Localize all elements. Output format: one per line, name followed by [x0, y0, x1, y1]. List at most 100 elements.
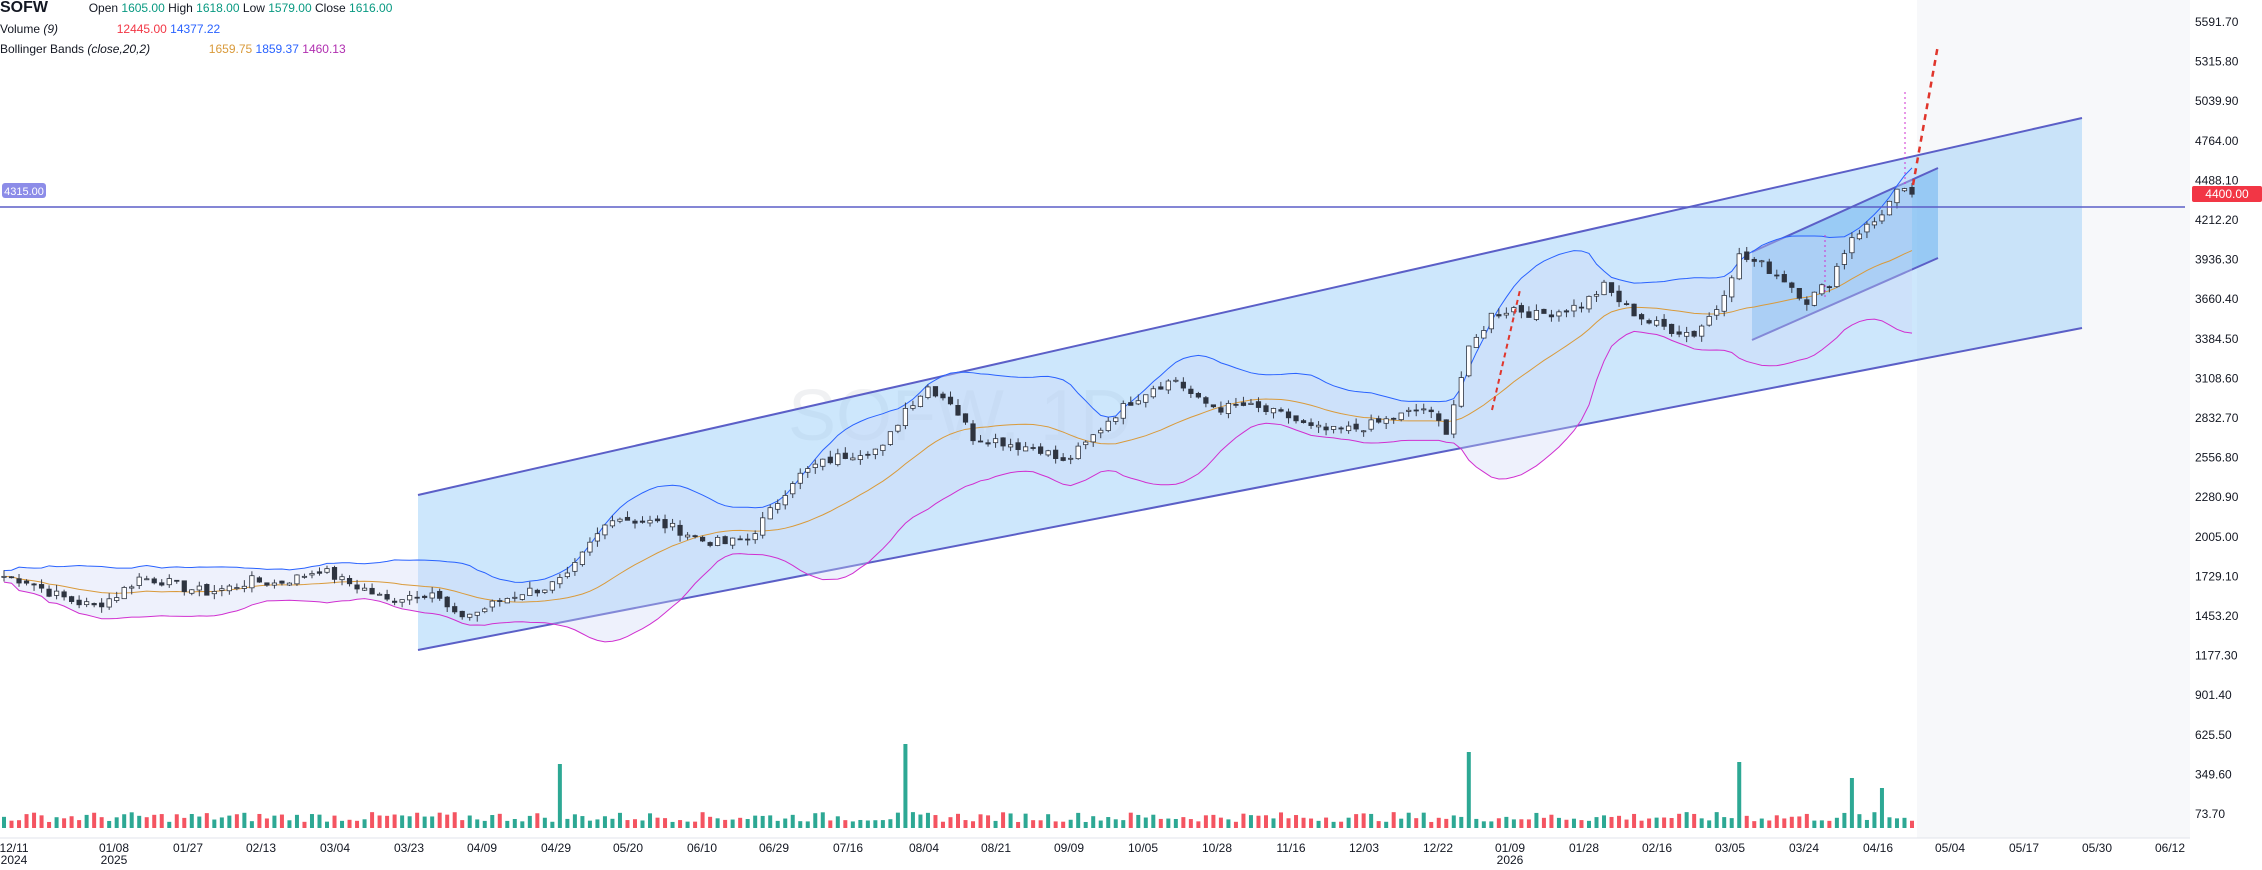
candle-body[interactable]	[1533, 310, 1540, 320]
candle-body[interactable]	[977, 440, 984, 443]
candle-body[interactable]	[790, 483, 796, 495]
candle-body[interactable]	[144, 578, 150, 581]
candle-body[interactable]	[1068, 457, 1074, 460]
candle-body[interactable]	[429, 592, 435, 599]
candle-body[interactable]	[1909, 186, 1915, 195]
candle-body[interactable]	[53, 590, 60, 596]
candle-body[interactable]	[1714, 309, 1720, 316]
candle-body[interactable]	[1, 575, 7, 578]
candle-body[interactable]	[955, 404, 961, 416]
candle-body[interactable]	[324, 568, 330, 573]
candle-body[interactable]	[527, 587, 533, 596]
candle-body[interactable]	[737, 538, 743, 541]
candle-body[interactable]	[129, 586, 135, 589]
candle-body[interactable]	[407, 595, 413, 601]
candle-body[interactable]	[1736, 253, 1742, 280]
candle-body[interactable]	[1330, 425, 1337, 430]
candle-body[interactable]	[482, 608, 488, 613]
candle-body[interactable]	[609, 520, 616, 527]
candle-body[interactable]	[23, 580, 30, 584]
candle-body[interactable]	[1451, 404, 1457, 435]
candle-body[interactable]	[1188, 388, 1194, 394]
candle-body[interactable]	[602, 524, 608, 536]
candle-body[interactable]	[880, 444, 886, 451]
candle-body[interactable]	[174, 579, 180, 582]
candle-body[interactable]	[647, 519, 653, 524]
candle-body[interactable]	[76, 599, 82, 606]
candle-body[interactable]	[1586, 295, 1592, 310]
candle-body[interactable]	[1278, 409, 1284, 412]
candle-body[interactable]	[1173, 379, 1179, 382]
candle-body[interactable]	[1616, 290, 1622, 303]
candle-body[interactable]	[985, 442, 991, 445]
candle-body[interactable]	[835, 453, 841, 466]
candle-body[interactable]	[579, 551, 586, 565]
candle-body[interactable]	[1443, 419, 1449, 435]
candle-body[interactable]	[1135, 400, 1141, 405]
candle-body[interactable]	[1428, 409, 1434, 413]
candle-body[interactable]	[226, 585, 232, 592]
candle-body[interactable]	[497, 600, 503, 602]
candle-body[interactable]	[196, 585, 202, 591]
candle-body[interactable]	[301, 575, 308, 578]
candle-body[interactable]	[1105, 420, 1111, 432]
candle-body[interactable]	[1150, 388, 1156, 398]
candle-body[interactable]	[1578, 306, 1585, 309]
candle-body[interactable]	[692, 535, 698, 538]
candle-body[interactable]	[1368, 419, 1374, 430]
candle-body[interactable]	[715, 536, 721, 546]
candle-body[interactable]	[639, 520, 646, 523]
candle-body[interactable]	[1503, 312, 1509, 316]
candle-body[interactable]	[842, 452, 848, 459]
candle-body[interactable]	[617, 518, 623, 522]
candle-body[interactable]	[1548, 314, 1555, 318]
candle-body[interactable]	[895, 424, 901, 432]
candle-body[interactable]	[1398, 412, 1404, 421]
candle-body[interactable]	[151, 578, 157, 584]
candle-body[interactable]	[204, 584, 210, 596]
candle-body[interactable]	[31, 583, 37, 586]
candle-body[interactable]	[1255, 401, 1262, 408]
candle-body[interactable]	[489, 600, 495, 608]
candle-body[interactable]	[1143, 394, 1149, 403]
candle-body[interactable]	[1391, 417, 1397, 420]
candle-body[interactable]	[572, 562, 578, 572]
candle-body[interactable]	[1361, 430, 1367, 433]
candle-body[interactable]	[1541, 308, 1547, 314]
candle-body[interactable]	[1646, 320, 1652, 324]
candle-body[interactable]	[730, 537, 736, 546]
candle-body[interactable]	[1826, 286, 1832, 289]
candle-body[interactable]	[1804, 299, 1810, 305]
candle-body[interactable]	[1413, 409, 1419, 412]
candle-body[interactable]	[38, 584, 45, 589]
candle-body[interactable]	[459, 610, 465, 618]
candle-body[interactable]	[384, 594, 390, 600]
candle-body[interactable]	[1038, 446, 1044, 454]
candle-body[interactable]	[970, 423, 976, 442]
candle-body[interactable]	[1593, 294, 1600, 297]
candle-body[interactable]	[392, 600, 398, 603]
candle-body[interactable]	[1195, 392, 1201, 398]
candle-body[interactable]	[1060, 457, 1066, 461]
candle-body[interactable]	[1721, 294, 1727, 312]
candle-body[interactable]	[1293, 415, 1299, 422]
candle-body[interactable]	[1841, 253, 1847, 265]
candle-body[interactable]	[827, 456, 833, 464]
candle-body[interactable]	[677, 524, 683, 536]
candle-body[interactable]	[1218, 407, 1224, 413]
candle-body[interactable]	[1789, 282, 1795, 288]
candle-body[interactable]	[1849, 237, 1855, 254]
candle-body[interactable]	[1075, 445, 1081, 460]
candle-body[interactable]	[1233, 403, 1239, 406]
candle-body[interactable]	[294, 574, 300, 585]
candle-body[interactable]	[1120, 403, 1126, 419]
candle-body[interactable]	[339, 576, 345, 581]
candle-body[interactable]	[16, 578, 22, 584]
candle-body[interactable]	[1631, 303, 1637, 317]
candle-body[interactable]	[61, 591, 67, 598]
candle-body[interactable]	[1000, 437, 1006, 447]
candle-body[interactable]	[1323, 426, 1329, 431]
candle-body[interactable]	[564, 572, 570, 578]
candle-body[interactable]	[1661, 318, 1667, 327]
candle-body[interactable]	[1263, 405, 1269, 413]
